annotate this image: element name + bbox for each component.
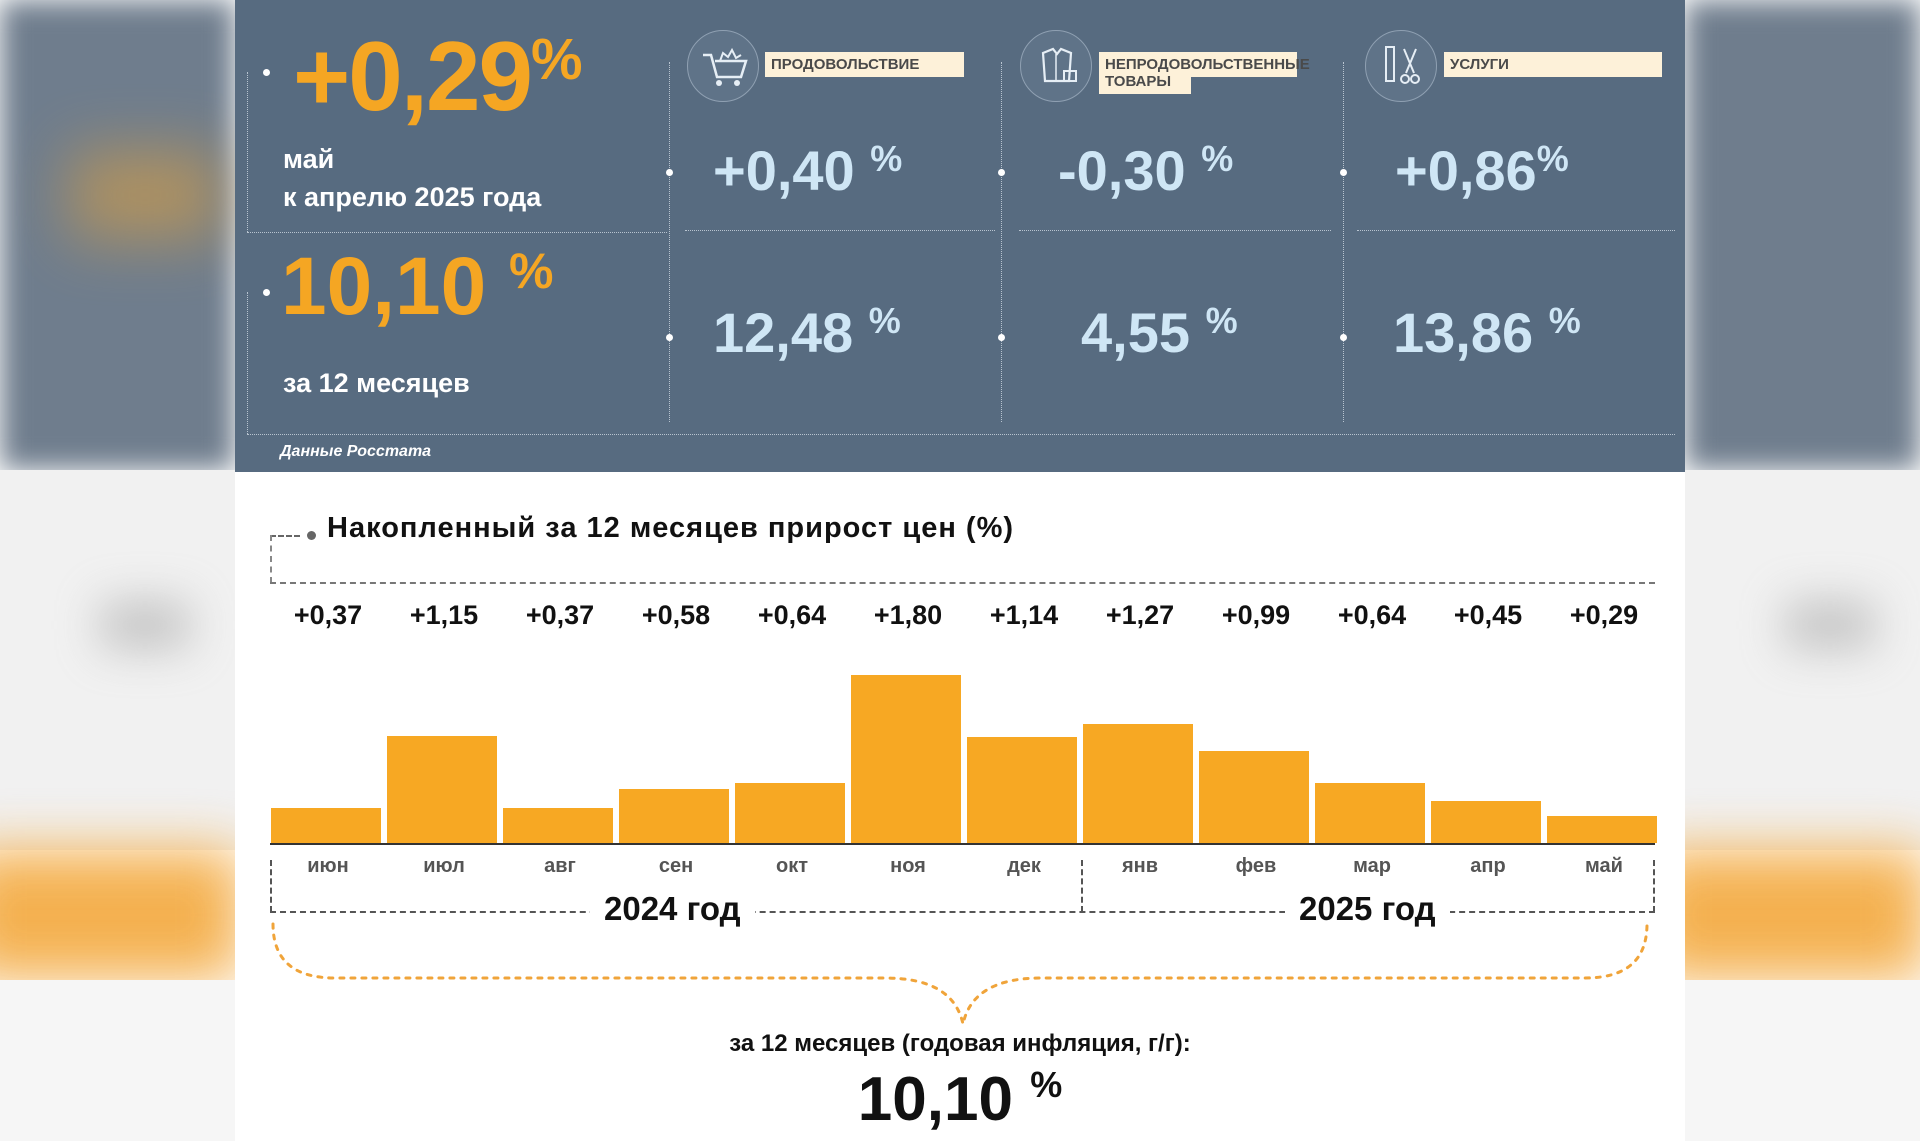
x-axis-line <box>270 843 1655 845</box>
month-label-авг: авг <box>544 855 576 877</box>
year-label-2025: 2025 год <box>1285 890 1450 928</box>
monthly-caption-period: к апрелю 2025 года <box>283 182 542 212</box>
annual-inflation-value: 10,10 % <box>281 241 554 332</box>
month-label-фев: фев <box>1235 855 1277 877</box>
nonfood-annual-value: 4,55 % <box>1081 300 1238 364</box>
bar-авг <box>503 808 613 843</box>
month-label-апр: апр <box>1470 855 1506 877</box>
month-label-ноя: ноя <box>890 855 926 877</box>
monthly-caption-month: май <box>283 144 335 174</box>
value-label-май: +0,29 <box>1569 600 1639 630</box>
month-label-янв: янв <box>1121 855 1159 877</box>
nonfood-monthly-value: -0,30 % <box>1058 138 1234 202</box>
services-monthly-value: +0,86% <box>1395 138 1569 202</box>
bar-окт <box>735 783 845 843</box>
bar-фев <box>1199 750 1309 843</box>
value-label-июл: +1,15 <box>409 600 479 630</box>
bar-май <box>1547 815 1657 843</box>
bar-июл <box>387 735 497 843</box>
value-label-авг: +0,37 <box>525 600 595 630</box>
category-label-services: УСЛУГИ <box>1444 52 1662 77</box>
annual-inflation-caption: за 12 месяцев (годовая инфляция, г/г): <box>729 1030 1191 1057</box>
clothes-icon <box>1020 30 1092 102</box>
blurred-background-right <box>1685 0 1920 1141</box>
annual-caption: за 12 месяцев <box>283 368 470 398</box>
bullet-dot <box>998 169 1005 176</box>
value-label-апр: +0,45 <box>1453 600 1523 630</box>
bar-янв <box>1083 724 1193 843</box>
category-label-nonfood: НЕПРОДОВОЛЬСТВЕННЫЕ <box>1099 52 1310 77</box>
year-divider <box>270 911 1655 913</box>
month-label-окт: окт <box>775 855 809 877</box>
value-label-дек: +1,14 <box>989 600 1059 630</box>
shopping-cart-icon <box>687 30 759 102</box>
month-label-мар: мар <box>1353 855 1391 877</box>
value-label-июн: +0,37 <box>293 600 363 630</box>
value-label-сен: +0,58 <box>641 600 711 630</box>
value-label-мар: +0,64 <box>1337 600 1407 630</box>
infographic: +0,29% май к апрелю 2025 года 10,10 % за… <box>235 0 1685 1141</box>
food-monthly-value: +0,40 % <box>713 138 903 202</box>
month-label-май: май <box>1585 855 1623 877</box>
bullet-dot <box>666 334 673 341</box>
month-label-сен: сен <box>658 855 694 877</box>
bullet-dot <box>263 289 270 296</box>
bullet-dot <box>263 69 270 76</box>
blurred-background-left <box>0 0 235 1141</box>
bar-ноя <box>851 675 961 843</box>
scissors-comb-icon <box>1365 30 1437 102</box>
bar-июн <box>271 808 381 843</box>
year-label-2024: 2024 год <box>590 890 755 928</box>
title-divider <box>270 582 1655 584</box>
title-bullet <box>307 531 316 540</box>
bullet-dot <box>1340 169 1347 176</box>
annual-inflation-total: 10,10 % <box>857 1064 1063 1134</box>
chart-title: Накопленный за 12 месяцев прирост цен (%… <box>327 512 1015 544</box>
category-label-food: ПРОДОВОЛЬСТВИЕ <box>765 52 964 77</box>
bullet-dot <box>666 169 673 176</box>
month-label-июл: июл <box>423 855 465 877</box>
monthly-inflation-value: +0,29% <box>293 21 583 131</box>
summary-panel: +0,29% май к апрелю 2025 года 10,10 % за… <box>235 0 1685 472</box>
value-label-фев: +0,99 <box>1221 600 1291 630</box>
bullet-dot <box>998 334 1005 341</box>
value-label-ноя: +1,80 <box>873 600 943 630</box>
bar-мар <box>1315 783 1425 843</box>
food-annual-value: 12,48 % <box>713 300 901 364</box>
value-label-окт: +0,64 <box>757 600 827 630</box>
source-note: Данные Росстата <box>280 443 432 460</box>
bar-апр <box>1431 801 1541 843</box>
month-label-дек: дек <box>1007 855 1041 877</box>
services-annual-value: 13,86 % <box>1393 300 1581 364</box>
bullet-dot <box>1340 334 1347 341</box>
bar-дек <box>967 736 1077 843</box>
bar-сен <box>619 788 729 843</box>
month-label-июн: июн <box>307 855 349 877</box>
category-label-nonfood-line2: ТОВАРЫ <box>1099 73 1191 94</box>
value-label-янв: +1,27 <box>1105 600 1175 630</box>
brace <box>271 922 1649 1025</box>
